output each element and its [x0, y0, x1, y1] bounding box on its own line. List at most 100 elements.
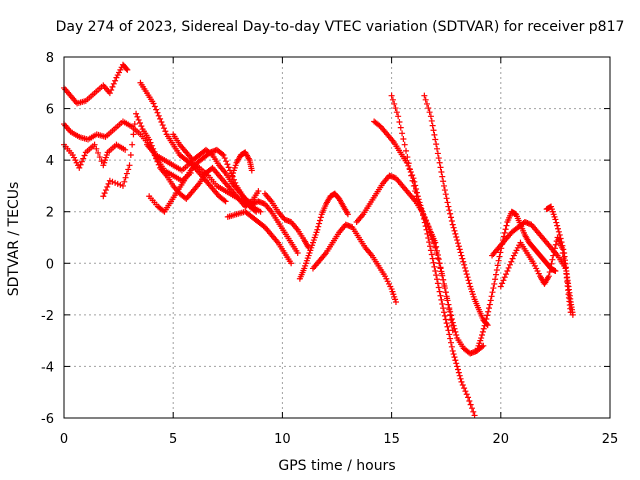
- data-point: [106, 177, 113, 184]
- data-point: [417, 204, 424, 211]
- data-point: [456, 246, 463, 253]
- x-tick-label: 5: [169, 432, 177, 447]
- data-point: [450, 351, 457, 358]
- series-arc-a: [61, 61, 131, 107]
- series-arc-q: [421, 92, 491, 329]
- data-point: [429, 122, 436, 129]
- data-point: [100, 193, 107, 200]
- data-point: [448, 343, 455, 350]
- data-point: [442, 191, 449, 198]
- data-point: [409, 177, 416, 184]
- data-point: [251, 207, 258, 214]
- data-point: [315, 223, 322, 230]
- data-point: [401, 141, 408, 148]
- data-point: [77, 161, 84, 168]
- data-point: [445, 301, 452, 308]
- data-point: [150, 100, 157, 107]
- data-point: [448, 217, 455, 224]
- data-point: [158, 118, 165, 125]
- data-point: [101, 190, 108, 197]
- data-point: [133, 110, 140, 117]
- data-point: [400, 135, 407, 142]
- data-point: [397, 124, 404, 131]
- grid-layer: [64, 57, 610, 418]
- data-point: [500, 277, 507, 284]
- data-point: [555, 228, 562, 235]
- x-axis-label: GPS time / hours: [278, 458, 395, 474]
- data-point: [453, 360, 460, 367]
- data-point: [550, 252, 557, 259]
- data-point: [445, 203, 452, 210]
- data-point: [134, 113, 141, 120]
- data-point: [413, 193, 420, 200]
- data-point: [408, 172, 415, 179]
- data-point: [452, 230, 459, 237]
- data-point: [509, 255, 516, 262]
- data-point: [497, 249, 504, 256]
- data-point: [248, 167, 255, 174]
- data-point: [553, 219, 560, 226]
- axis-ticks: 0 5 10 15 20 25 -6 -4 -2 0 2 4 6 8: [41, 51, 618, 447]
- data-point: [414, 198, 421, 205]
- data-point: [253, 208, 260, 215]
- data-point: [559, 242, 566, 249]
- data-point: [454, 366, 461, 373]
- data-point: [443, 320, 450, 327]
- y-tick-label: 6: [46, 103, 54, 118]
- data-point: [552, 216, 559, 223]
- data-point: [547, 264, 554, 271]
- data-point: [438, 268, 445, 275]
- y-tick-label: -4: [41, 360, 54, 375]
- data-point: [425, 223, 432, 230]
- data-point: [480, 325, 487, 332]
- data-point: [434, 145, 441, 152]
- data-point: [81, 152, 88, 159]
- data-point: [471, 412, 478, 419]
- data-point: [160, 207, 167, 214]
- data-point: [451, 227, 458, 234]
- data-point: [448, 312, 455, 319]
- data-point: [154, 158, 161, 165]
- data-point: [504, 268, 511, 275]
- data-point: [486, 301, 493, 308]
- data-point: [489, 289, 496, 296]
- data-point: [125, 166, 132, 173]
- data-point: [80, 155, 87, 162]
- data-point: [453, 233, 460, 240]
- data-point: [449, 319, 456, 326]
- data-point: [440, 305, 447, 312]
- data-point: [440, 178, 447, 185]
- data-point: [483, 315, 490, 322]
- data-point: [220, 151, 227, 158]
- data-point: [138, 123, 145, 130]
- data-point: [395, 113, 402, 120]
- data-point: [392, 105, 399, 112]
- data-point: [463, 391, 470, 398]
- data-point: [448, 214, 455, 221]
- data-point: [127, 151, 134, 158]
- data-point: [162, 128, 169, 135]
- x-tick-label: 10: [274, 432, 291, 447]
- data-point: [151, 152, 158, 159]
- data-point: [112, 77, 119, 84]
- data-point: [436, 288, 443, 295]
- data-point: [430, 259, 437, 266]
- data-point: [112, 179, 119, 186]
- data-point: [465, 277, 472, 284]
- data-point: [478, 335, 485, 342]
- data-point: [446, 207, 453, 214]
- data-point: [558, 239, 565, 246]
- data-point: [388, 92, 395, 99]
- data-point: [460, 258, 467, 265]
- data-point: [288, 260, 295, 267]
- data-point: [479, 331, 486, 338]
- data-point: [466, 397, 473, 404]
- data-point: [435, 256, 442, 263]
- data-point: [548, 260, 555, 267]
- data-point: [154, 109, 161, 116]
- data-point: [412, 188, 419, 195]
- data-point: [406, 166, 413, 173]
- data-point: [435, 155, 442, 162]
- data-point: [448, 339, 455, 346]
- data-point: [108, 87, 115, 94]
